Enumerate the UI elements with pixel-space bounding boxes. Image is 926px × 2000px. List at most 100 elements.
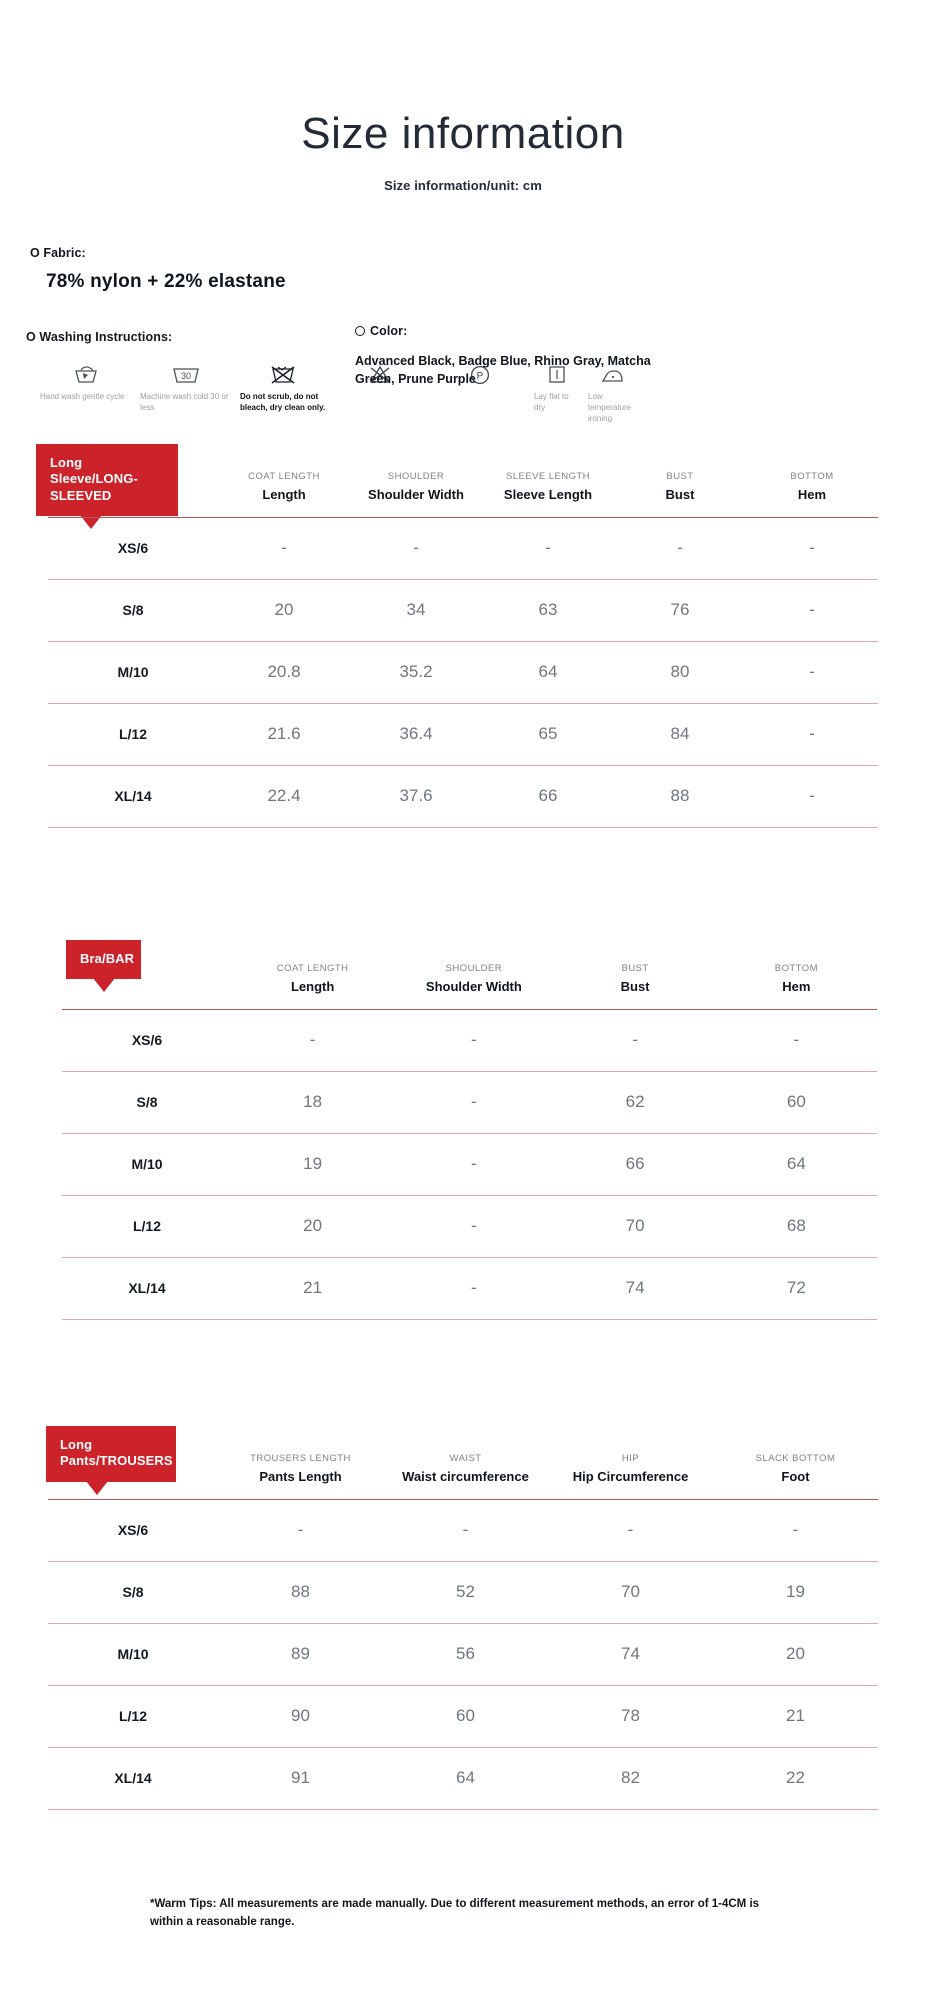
wash-caption: Machine wash cold 30 or less bbox=[140, 392, 229, 413]
value-cell: 74 bbox=[554, 1256, 716, 1320]
value-cell: 34 bbox=[350, 578, 482, 642]
value-cell: 60 bbox=[383, 1684, 548, 1748]
fabric-value: 78% nylon + 22% elastane bbox=[46, 271, 286, 292]
column-header-waist: WAIST Waist circumference bbox=[402, 1453, 529, 1484]
value-cell: 72 bbox=[715, 1256, 877, 1320]
dry-clean-p-icon: P bbox=[469, 362, 491, 388]
wash-item-lay-flat: Lay flat to dry bbox=[534, 362, 580, 413]
table-row: XL/14 91 64 82 22 bbox=[48, 1746, 878, 1810]
wash-item-do-not-bleach bbox=[334, 362, 426, 391]
size-table-long-pants: TROUSERS LENGTH Pants Length WAIST Waist… bbox=[48, 1452, 878, 1810]
size-cell: S/8 bbox=[48, 1560, 218, 1624]
value-cell: - bbox=[746, 640, 878, 704]
value-cell: - bbox=[715, 1008, 877, 1072]
column-header-length: COAT LENGTH Length bbox=[248, 471, 320, 502]
column-header-length: COAT LENGTH Length bbox=[276, 963, 349, 994]
size-table-long-sleeve: COAT LENGTH Length SHOULDER Shoulder Wid… bbox=[48, 470, 878, 828]
value-cell: - bbox=[746, 702, 878, 766]
warm-tips-note: *Warm Tips: All measurements are made ma… bbox=[150, 1898, 760, 1928]
table-header-row: TROUSERS LENGTH Pants Length WAIST Waist… bbox=[48, 1452, 878, 1499]
size-cell: M/10 bbox=[48, 1622, 218, 1686]
wash-item-machine-wash: 30 Machine wash cold 30 or less bbox=[140, 362, 232, 413]
column-header-size bbox=[48, 470, 218, 517]
value-cell: - bbox=[393, 1256, 555, 1320]
value-cell: 19 bbox=[232, 1132, 394, 1196]
table-row: M/10 19 - 66 64 bbox=[62, 1132, 877, 1196]
size-cell: XS/6 bbox=[48, 516, 218, 580]
table-row: XS/6 - - - - bbox=[48, 1498, 878, 1562]
value-cell: 91 bbox=[218, 1746, 383, 1810]
column-header-bust: BUST Bust bbox=[620, 963, 650, 994]
column-header-sleeve-length: SLEEVE LENGTH Sleeve Length bbox=[503, 471, 593, 502]
value-cell: 64 bbox=[715, 1132, 877, 1196]
value-cell: 89 bbox=[218, 1622, 383, 1686]
value-cell: 90 bbox=[218, 1684, 383, 1748]
value-cell: - bbox=[746, 516, 878, 580]
size-cell: M/10 bbox=[48, 640, 218, 704]
table-row: L/12 90 60 78 21 bbox=[48, 1684, 878, 1748]
value-cell: 78 bbox=[548, 1684, 713, 1748]
wash-caption: Hand wash gentle cycle bbox=[40, 392, 125, 401]
value-cell: - bbox=[350, 516, 482, 580]
column-header-shoulder-width: SHOULDER Shoulder Width bbox=[425, 963, 522, 994]
table-row: L/12 20 - 70 68 bbox=[62, 1194, 877, 1258]
value-cell: - bbox=[393, 1070, 555, 1134]
value-cell: 88 bbox=[614, 764, 746, 828]
color-label: Color: bbox=[370, 324, 408, 338]
size-cell: XL/14 bbox=[48, 1746, 218, 1810]
fabric-label: O Fabric: bbox=[30, 246, 86, 260]
value-cell: 52 bbox=[383, 1560, 548, 1624]
value-cell: 20 bbox=[218, 578, 350, 642]
size-cell: L/12 bbox=[62, 1194, 232, 1258]
table-row: XL/14 21 - 74 72 bbox=[62, 1256, 877, 1320]
wash-item-dry-clean: P bbox=[434, 362, 526, 391]
table-row: M/10 20.8 35.2 64 80 - bbox=[48, 640, 878, 704]
size-cell: M/10 bbox=[62, 1132, 232, 1196]
column-header-size bbox=[62, 962, 232, 1009]
value-cell: 70 bbox=[548, 1560, 713, 1624]
page-title: Size information bbox=[301, 109, 625, 158]
value-cell: 80 bbox=[614, 640, 746, 704]
column-header-size bbox=[48, 1452, 218, 1499]
size-cell: XL/14 bbox=[48, 764, 218, 828]
wash-item-hand-wash: Hand wash gentle cycle bbox=[40, 362, 132, 402]
lay-flat-dry-icon bbox=[547, 362, 567, 388]
table-header-row: COAT LENGTH Length SHOULDER Shoulder Wid… bbox=[62, 962, 877, 1009]
wash-item-iron: Low temperature ironing bbox=[588, 362, 638, 424]
value-cell: 60 bbox=[715, 1070, 877, 1134]
size-cell: XS/6 bbox=[62, 1008, 232, 1072]
value-cell: 21.6 bbox=[218, 702, 350, 766]
hand-wash-icon bbox=[73, 362, 99, 388]
value-cell: 64 bbox=[482, 640, 614, 704]
table-row: S/8 88 52 70 19 bbox=[48, 1560, 878, 1624]
column-header-shoulder-width: SHOULDER Shoulder Width bbox=[368, 471, 464, 502]
value-cell: 18 bbox=[232, 1070, 394, 1134]
value-cell: 66 bbox=[482, 764, 614, 828]
value-cell: 64 bbox=[383, 1746, 548, 1810]
value-cell: 36.4 bbox=[350, 702, 482, 766]
do-not-bleach-icon bbox=[368, 362, 392, 388]
column-header-hem: BOTTOM Hem bbox=[774, 963, 818, 994]
table-row: L/12 21.6 36.4 65 84 - bbox=[48, 702, 878, 766]
value-cell: 63 bbox=[482, 578, 614, 642]
page-subtitle: Size information/unit: cm bbox=[384, 178, 542, 193]
washing-section: O Washing Instructions: Hand wash gentle… bbox=[26, 330, 646, 424]
value-cell: - bbox=[218, 1498, 383, 1562]
category-badge-bra: Bra/BAR bbox=[66, 940, 141, 993]
table-row: XS/6 - - - - bbox=[62, 1008, 877, 1072]
svg-text:30: 30 bbox=[181, 371, 191, 381]
svg-text:P: P bbox=[477, 371, 484, 382]
washing-label: O Washing Instructions: bbox=[26, 330, 173, 344]
table-row: S/8 20 34 63 76 - bbox=[48, 578, 878, 642]
value-cell: 76 bbox=[614, 578, 746, 642]
value-cell: - bbox=[218, 516, 350, 580]
value-cell: 74 bbox=[548, 1622, 713, 1686]
wash-item-do-not-scrub: Do not scrub, do not bleach, dry clean o… bbox=[240, 362, 326, 413]
value-cell: 68 bbox=[715, 1194, 877, 1258]
value-cell: - bbox=[393, 1194, 555, 1258]
value-cell: 20.8 bbox=[218, 640, 350, 704]
table-row: M/10 89 56 74 20 bbox=[48, 1622, 878, 1686]
value-cell: - bbox=[548, 1498, 713, 1562]
value-cell: 22.4 bbox=[218, 764, 350, 828]
value-cell: 65 bbox=[482, 702, 614, 766]
